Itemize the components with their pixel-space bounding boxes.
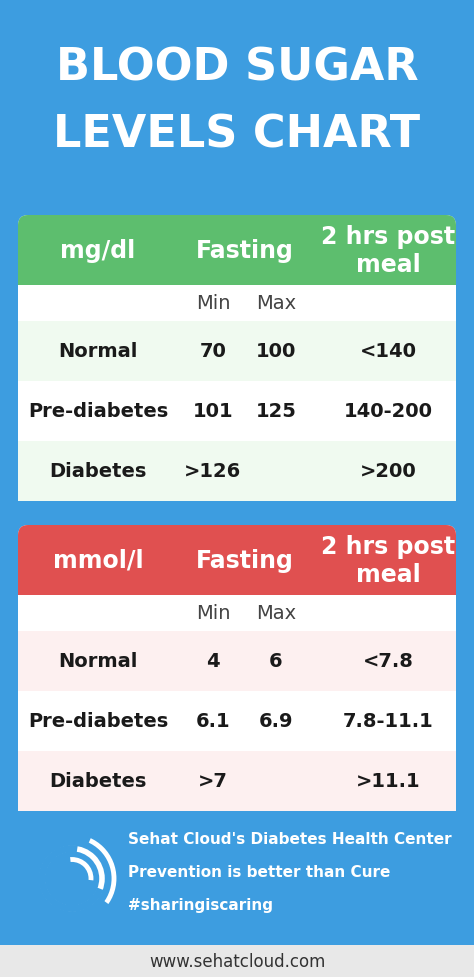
Text: mg/dl: mg/dl <box>60 238 136 263</box>
Text: 6.1: 6.1 <box>196 712 230 731</box>
Text: www.sehatcloud.com: www.sehatcloud.com <box>149 952 325 970</box>
Bar <box>18 692 456 751</box>
Text: Diabetes: Diabetes <box>49 772 146 790</box>
Text: 2 hrs post
meal: 2 hrs post meal <box>321 534 455 586</box>
Text: LEVELS CHART: LEVELS CHART <box>54 113 420 156</box>
Text: <140: <140 <box>359 342 417 361</box>
Text: BLOOD SUGAR: BLOOD SUGAR <box>55 47 419 90</box>
FancyBboxPatch shape <box>18 526 456 811</box>
Text: 140-200: 140-200 <box>344 403 432 421</box>
FancyBboxPatch shape <box>18 216 456 285</box>
Bar <box>0 945 474 977</box>
Bar <box>18 285 456 321</box>
Text: Max: Max <box>256 604 296 623</box>
Text: Pre-diabetes: Pre-diabetes <box>28 712 168 731</box>
Text: 6: 6 <box>269 652 283 671</box>
Text: Diabetes: Diabetes <box>49 462 146 481</box>
Text: >11.1: >11.1 <box>356 772 420 790</box>
Bar <box>18 251 456 285</box>
Text: Min: Min <box>196 294 230 314</box>
Bar <box>0 812 474 945</box>
Text: #sharingiscaring: #sharingiscaring <box>128 898 273 913</box>
Text: 125: 125 <box>255 403 296 421</box>
FancyBboxPatch shape <box>18 526 456 595</box>
Text: >200: >200 <box>360 462 416 481</box>
Bar <box>18 751 456 811</box>
Bar <box>18 382 456 442</box>
Text: Normal: Normal <box>58 652 137 671</box>
Text: 70: 70 <box>200 342 227 361</box>
Bar <box>18 321 456 382</box>
Bar <box>18 561 456 595</box>
Text: Fasting: Fasting <box>196 548 293 573</box>
Bar <box>18 442 456 501</box>
Text: Min: Min <box>196 604 230 623</box>
Text: Sehat Cloud's Diabetes Health Center: Sehat Cloud's Diabetes Health Center <box>128 831 452 847</box>
Text: >7: >7 <box>198 772 228 790</box>
Bar <box>18 595 456 631</box>
Text: 2 hrs post
meal: 2 hrs post meal <box>321 225 455 276</box>
Text: Prevention is better than Cure: Prevention is better than Cure <box>128 865 391 879</box>
FancyBboxPatch shape <box>18 216 456 501</box>
Text: 7.8-11.1: 7.8-11.1 <box>343 712 433 731</box>
Text: Pre-diabetes: Pre-diabetes <box>28 403 168 421</box>
Text: Max: Max <box>256 294 296 314</box>
Text: 100: 100 <box>256 342 296 361</box>
Text: Normal: Normal <box>58 342 137 361</box>
Text: Fasting: Fasting <box>196 238 293 263</box>
Bar <box>18 631 456 692</box>
Text: 101: 101 <box>193 403 233 421</box>
Text: mmol/l: mmol/l <box>53 548 143 573</box>
Text: >126: >126 <box>184 462 242 481</box>
Text: <7.8: <7.8 <box>363 652 413 671</box>
Text: 6.9: 6.9 <box>259 712 293 731</box>
Text: 4: 4 <box>206 652 220 671</box>
